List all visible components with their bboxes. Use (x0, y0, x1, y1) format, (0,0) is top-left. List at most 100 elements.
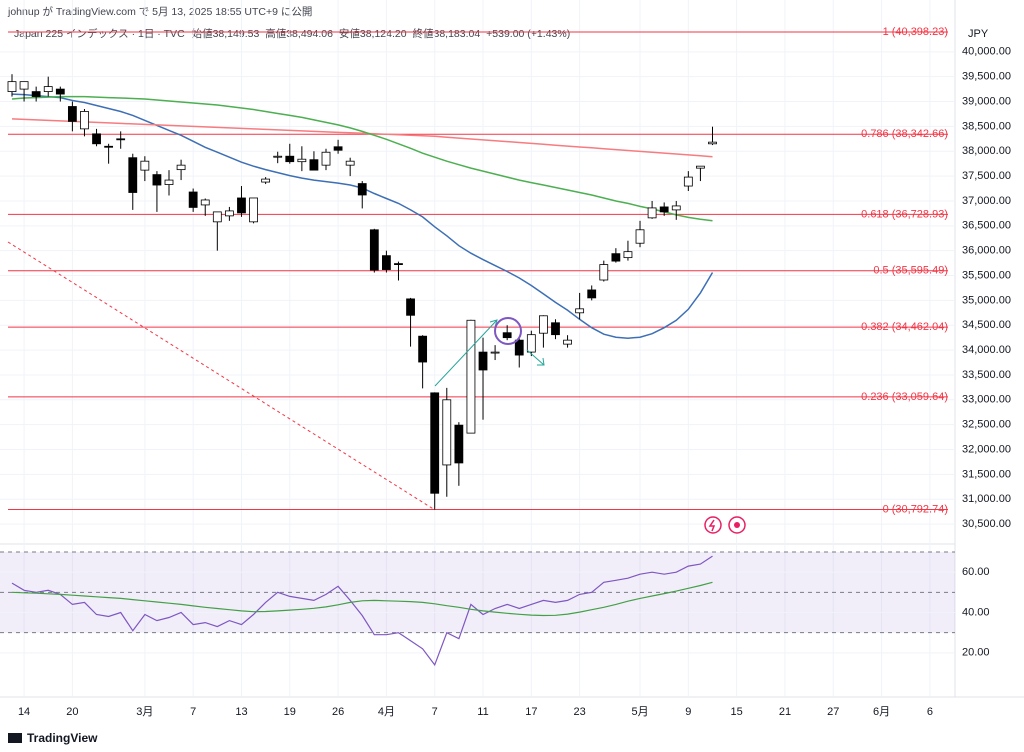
y-tick-label: 37,500.00 (962, 170, 1011, 182)
candle-body (708, 141, 717, 145)
x-tick-label: 23 (574, 706, 586, 718)
marks (7, 31, 948, 667)
candle-body (273, 155, 283, 158)
brand-logo (8, 733, 22, 743)
candle-body (671, 205, 681, 211)
candle-body (659, 206, 669, 213)
fib-label: 0.382 (34,462.04) (861, 321, 948, 333)
candle-body (237, 197, 246, 214)
candle-body (611, 253, 621, 262)
fib-label: 0.236 (33,059.64) (861, 391, 948, 403)
candle-body (647, 207, 657, 219)
candle-body (478, 351, 488, 371)
candle-body (635, 229, 645, 244)
y-tick-label: 60.00 (962, 566, 990, 578)
candle-body (140, 160, 150, 171)
candle-body (212, 211, 222, 223)
y-tick-label: 30,500.00 (962, 518, 1011, 530)
candle-body (490, 351, 500, 354)
event-icon-glyph (708, 519, 716, 532)
x-tick-label: 7 (432, 706, 438, 718)
change: +539.00 (+1.43%) (486, 28, 570, 40)
candle-body (176, 164, 186, 171)
candle-body (285, 155, 295, 163)
candle-body (128, 157, 138, 193)
x-tick-label: 5月 (631, 706, 648, 718)
candle-body (394, 263, 403, 265)
candle-body (152, 174, 162, 186)
candle-body (599, 264, 609, 281)
y-tick-label: 20.00 (962, 647, 990, 659)
x-tick-label: 15 (731, 706, 743, 718)
x-tick-label: 6月 (873, 706, 890, 718)
open-label: 始値 (192, 27, 213, 40)
candle-body (442, 399, 452, 466)
candle-body (514, 339, 524, 356)
y-tick-label: 34,500.00 (962, 319, 1011, 331)
x-tick-label: 4月 (378, 706, 395, 718)
high-label: 高値 (265, 27, 286, 40)
x-tick-label: 17 (525, 706, 537, 718)
x-tick-label: 21 (779, 706, 791, 718)
fib-label: 0.5 (35,595.49) (873, 265, 948, 277)
arrow-head (537, 357, 545, 366)
symbol: Japan 225 インデックス · 1日 · TVC (14, 27, 185, 40)
close-value: 38,183.04 (434, 28, 481, 40)
brand: TradingView (27, 731, 98, 745)
candle-body (116, 138, 126, 141)
event-icon[interactable] (704, 516, 722, 534)
candle-body (454, 424, 464, 464)
y-tick-label: 31,500.00 (962, 468, 1011, 480)
highlight-circle (494, 317, 522, 345)
x-tick-label: 9 (685, 706, 691, 718)
candle-body (261, 178, 271, 183)
candle-body (43, 86, 53, 92)
candle-body (309, 159, 319, 171)
candle-body (164, 179, 174, 185)
y-tick-label: 33,000.00 (962, 394, 1011, 406)
y-tick-label: 32,000.00 (962, 443, 1011, 455)
candle-body (563, 339, 572, 345)
moving-average (11, 95, 713, 222)
candle-body (345, 160, 355, 166)
y-tick-label: 33,500.00 (962, 369, 1011, 381)
rsi-line (11, 555, 713, 667)
published-note: johnup が TradingView.com で 5月 13, 2025 1… (7, 5, 312, 18)
candle-body (67, 106, 77, 122)
candle-body (587, 289, 597, 299)
candle-body (430, 392, 440, 494)
candle-body (92, 133, 101, 145)
fib-label: 0.618 (36,728.93) (861, 208, 948, 220)
candle-body (321, 151, 331, 166)
candle-body (526, 334, 536, 353)
x-tick-label: 14 (18, 706, 30, 718)
x-tick-label: 26 (332, 706, 344, 718)
candle-body (381, 255, 391, 270)
y-tick-label: 38,000.00 (962, 145, 1011, 157)
moving-average (11, 118, 713, 158)
y-tick-label: 35,500.00 (962, 269, 1011, 281)
candle-body (502, 332, 512, 339)
y-tick-label: 37,000.00 (962, 195, 1011, 207)
candle-body (696, 165, 705, 169)
fib-label: 0.786 (38,342.66) (861, 128, 948, 140)
candle-body (7, 81, 17, 92)
y-tick-label: 38,500.00 (962, 120, 1011, 132)
candle-body (357, 183, 367, 196)
y-tick-label: 36,000.00 (962, 245, 1011, 257)
candle-body (249, 197, 258, 223)
event-icon-dot (734, 522, 740, 528)
candle-body (551, 322, 560, 336)
x-tick-label: 3月 (136, 706, 153, 718)
fib-label: 1 (40,398.23) (883, 26, 948, 38)
candle-body (55, 88, 65, 95)
y-tick-label: 36,500.00 (962, 220, 1011, 232)
candle-body (539, 315, 548, 334)
y-tick-label: 31,000.00 (962, 493, 1011, 505)
candle-body (80, 111, 89, 130)
currency: JPY (968, 28, 989, 40)
y-tick-label: 34,000.00 (962, 344, 1011, 356)
open-value: 38,149.53 (213, 28, 260, 40)
